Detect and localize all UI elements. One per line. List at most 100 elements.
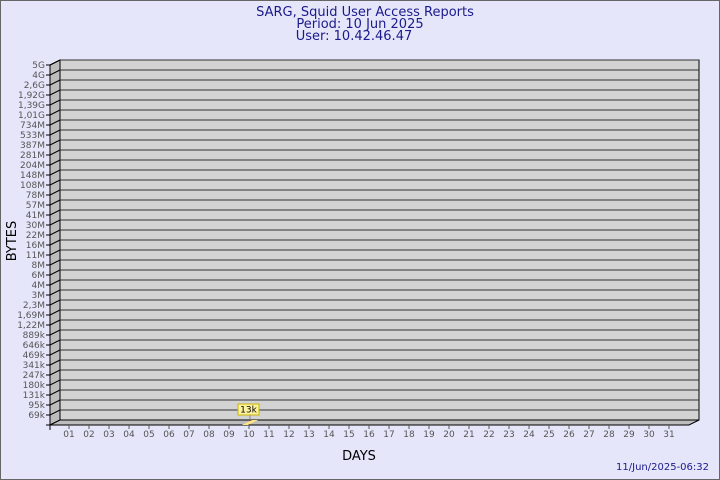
x-tick-label: 11 (263, 430, 274, 440)
x-tick-label: 19 (423, 430, 435, 440)
x-tick-label: 05 (143, 430, 154, 440)
timestamp: 11/Jun/2025-06:32 (616, 462, 709, 473)
x-tick-label: 26 (563, 430, 575, 440)
chart-period: Period: 10 Jun 2025 (296, 17, 423, 32)
y-tick-label: 646k (23, 341, 46, 351)
x-axis-label: DAYS (342, 449, 376, 464)
y-grid-diag (49, 289, 61, 296)
y-grid-diag (49, 339, 61, 346)
y-grid-diag (49, 319, 61, 326)
x-tick-label: 13 (303, 430, 314, 440)
y-tick-label: 6M (32, 271, 46, 281)
y-grid-diag (49, 359, 61, 366)
x-tick-label: 30 (643, 430, 655, 440)
x-tick-label: 29 (623, 430, 635, 440)
y-tick-label: 4M (32, 281, 46, 291)
y-tick-label: 95k (28, 401, 45, 411)
y-tick-label: 16M (26, 241, 45, 251)
y-grid-diag (49, 249, 61, 256)
y-tick-label: 387M (20, 141, 45, 151)
x-tick-label: 25 (543, 430, 554, 440)
y-grid-diag (49, 299, 61, 306)
y-tick-label: 57M (26, 201, 45, 211)
y-grid-diag (49, 229, 61, 236)
y-tick-label: 247k (23, 371, 46, 381)
x-tick-label: 24 (523, 430, 535, 440)
y-tick-label: 5G (32, 61, 45, 71)
x-tick-label: 14 (323, 430, 335, 440)
y-tick-label: 1,22M (17, 321, 45, 331)
x-tick-label: 27 (583, 430, 594, 440)
y-grid-diag (49, 109, 61, 116)
x-tick-label: 31 (663, 430, 674, 440)
x-tick-label: 02 (83, 430, 94, 440)
y-grid-diag (49, 349, 61, 356)
x-tick-label: 12 (283, 430, 294, 440)
y-grid-diag (49, 119, 61, 126)
floor (49, 419, 700, 426)
y-grid-diag (49, 59, 61, 66)
x-tick-label: 08 (203, 430, 215, 440)
y-grid-diag (49, 329, 61, 336)
y-tick-label: 30M (26, 221, 45, 231)
x-tick-label: 28 (603, 430, 615, 440)
y-grid-diag (49, 179, 61, 186)
x-tick-label: 03 (103, 430, 114, 440)
y-grid-diag (49, 79, 61, 86)
bar-day-10 (242, 420, 258, 425)
y-tick-label: 469k (23, 351, 46, 361)
y-grid-diag (49, 159, 61, 166)
y-tick-label: 1,92G (18, 91, 45, 101)
x-tick-label: 21 (463, 430, 474, 440)
y-grid-diag (49, 409, 61, 416)
y-tick-label: 2,6G (24, 81, 45, 91)
y-grid-diag (49, 369, 61, 376)
y-tick-label: 1,01G (18, 111, 45, 121)
x-tick-label: 16 (363, 430, 375, 440)
y-tick-label: 1,69M (17, 311, 45, 321)
y-grid-diag (49, 209, 61, 216)
chart-user: User: 10.42.46.47 (296, 29, 412, 44)
y-tick-label: 3M (32, 291, 46, 301)
y-tick-label: 734M (20, 121, 45, 131)
y-tick-label: 4G (32, 71, 45, 81)
y-grid-diag (49, 219, 61, 226)
y-grid-diag (49, 399, 61, 406)
x-tick-label: 04 (123, 430, 135, 440)
y-tick-label: 11M (26, 251, 45, 261)
y-tick-label: 41M (26, 211, 45, 221)
y-grid-diag (49, 199, 61, 206)
y-tick-label: 8M (32, 261, 46, 271)
y-tick-label: 341k (23, 361, 46, 371)
y-grid-diag (49, 129, 61, 136)
y-grid-diag (49, 239, 61, 246)
y-grid-diag (49, 389, 61, 396)
y-grid-diag (49, 279, 61, 286)
x-tick-label: 18 (403, 430, 415, 440)
bar-label-box (237, 403, 260, 416)
y-grid-diag (49, 99, 61, 106)
y-grid-diag (49, 139, 61, 146)
x-tick-label: 10 (243, 430, 255, 440)
y-axis-label: BYTES (5, 221, 20, 262)
y-tick-label: 204M (20, 161, 45, 171)
y-tick-label: 108M (20, 181, 45, 191)
y-grid-diag (49, 259, 61, 266)
y-grid-diag (49, 69, 61, 76)
y-tick-label: 889k (23, 331, 46, 341)
x-tick-label: 23 (503, 430, 514, 440)
y-tick-label: 22M (26, 231, 45, 241)
y-grid-diag (49, 309, 61, 316)
y-grid-diag (49, 89, 61, 96)
y-grid-diag (49, 379, 61, 386)
x-tick-label: 07 (183, 430, 194, 440)
y-tick-label: 1,39G (18, 101, 45, 111)
y-grid-diag (49, 169, 61, 176)
x-tick-label: 20 (443, 430, 455, 440)
chart-title: SARG, Squid User Access Reports (256, 5, 474, 20)
x-tick-label: 15 (343, 430, 354, 440)
x-tick-label: 09 (223, 430, 235, 440)
x-tick-label: 01 (63, 430, 74, 440)
y-tick-label: 78M (26, 191, 45, 201)
